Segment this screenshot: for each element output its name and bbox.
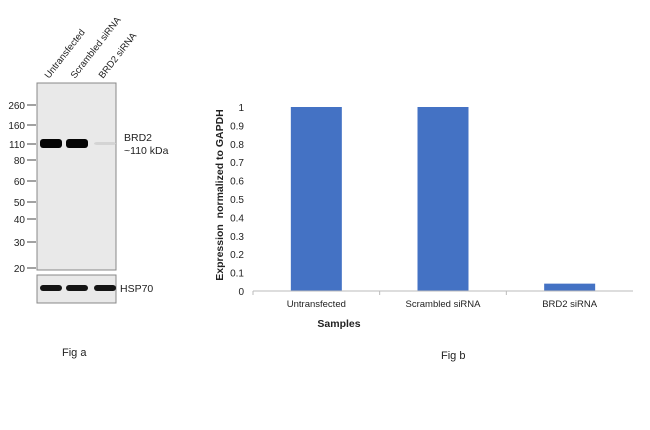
marker-label: 30 bbox=[14, 238, 26, 249]
marker-label: 80 bbox=[14, 156, 26, 167]
marker-label: 40 bbox=[14, 215, 26, 226]
target-band bbox=[66, 139, 88, 148]
target-band bbox=[94, 142, 116, 145]
y-tick-label: 0.5 bbox=[230, 195, 244, 206]
bar-chart: 0 0.1 0.2 0.3 0.4 0.5 0.6 0.7 0.8 0.9 1 Untransfec… bbox=[214, 103, 633, 362]
marker-label: 50 bbox=[14, 198, 26, 209]
loading-control-label: HSP70 bbox=[120, 283, 153, 295]
y-tick-label: 1 bbox=[238, 103, 244, 114]
fig-a-caption: Fig a bbox=[62, 347, 87, 359]
x-tick-label: Scrambled siRNA bbox=[406, 299, 482, 310]
y-axis-label: Expression normalized to GAPDH bbox=[214, 109, 226, 281]
y-tick-label: 0.4 bbox=[230, 213, 244, 224]
fig-b-caption: Fig b bbox=[441, 350, 465, 362]
y-tick-label: 0.9 bbox=[230, 121, 244, 132]
x-tick-label: Untransfected bbox=[287, 299, 346, 310]
control-band bbox=[94, 285, 116, 291]
marker-label: 110 bbox=[9, 140, 25, 151]
y-tick-label: 0.8 bbox=[230, 140, 244, 151]
x-axis-label: Samples bbox=[317, 318, 360, 330]
x-tick-label: BRD2 siRNA bbox=[542, 299, 598, 310]
bar bbox=[544, 283, 596, 291]
bar bbox=[417, 107, 469, 291]
blot-membrane bbox=[36, 82, 117, 271]
marker-label: 160 bbox=[8, 121, 25, 132]
control-band bbox=[40, 285, 62, 291]
y-tick-label: 0.7 bbox=[230, 158, 244, 169]
y-tick-label: 0.3 bbox=[230, 232, 244, 243]
marker-label: 20 bbox=[14, 264, 26, 275]
y-tick-label: 0.2 bbox=[230, 250, 244, 261]
marker-label: 260 bbox=[8, 101, 25, 112]
y-tick-label: 0 bbox=[238, 287, 244, 298]
control-band bbox=[66, 285, 88, 291]
bar bbox=[290, 107, 342, 291]
target-size: ~110 kDa bbox=[124, 145, 169, 157]
target-band bbox=[40, 139, 62, 148]
marker-label: 60 bbox=[14, 177, 26, 188]
y-tick-label: 0.6 bbox=[230, 177, 244, 188]
y-tick-label: 0.1 bbox=[230, 269, 244, 280]
target-label: BRD2 bbox=[124, 132, 152, 144]
